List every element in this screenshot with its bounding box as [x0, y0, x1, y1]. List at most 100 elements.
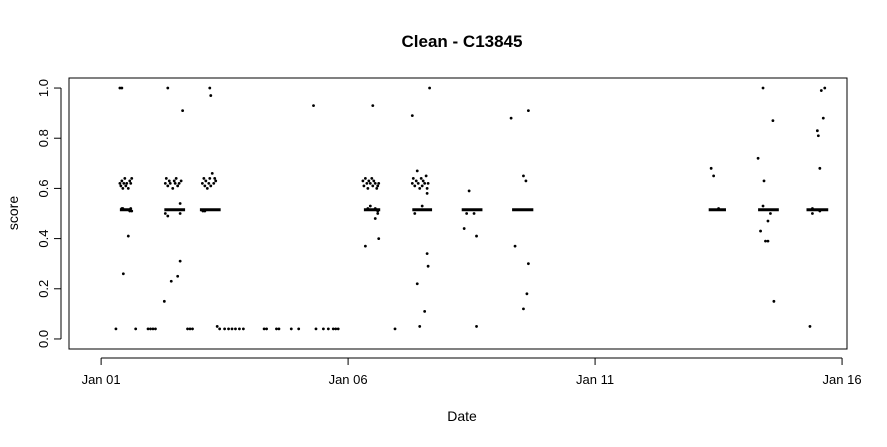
data-point — [426, 264, 430, 268]
data-point — [361, 179, 365, 183]
data-point — [205, 187, 209, 190]
data-point — [411, 176, 415, 180]
data-point — [121, 272, 125, 276]
data-point — [370, 176, 374, 180]
data-point — [421, 179, 425, 183]
data-point — [122, 181, 126, 185]
data-point — [149, 327, 152, 331]
data-point — [227, 327, 230, 331]
data-point — [277, 327, 281, 331]
data-point — [375, 187, 379, 190]
data-point — [312, 104, 315, 108]
data-point — [297, 327, 301, 331]
data-point — [818, 166, 822, 170]
data-point — [368, 204, 372, 208]
data-point — [121, 187, 125, 190]
data-point — [362, 184, 366, 188]
data-point — [314, 327, 318, 331]
data-point — [425, 192, 429, 195]
data-point — [188, 327, 192, 331]
y-axis-label: score — [5, 196, 21, 230]
y-tick-label: 0.4 — [36, 230, 51, 248]
data-point — [426, 181, 430, 185]
data-point — [176, 274, 180, 278]
data-point — [119, 184, 123, 188]
data-point — [373, 207, 377, 210]
data-point — [465, 212, 469, 215]
data-point — [772, 299, 776, 303]
data-point — [208, 86, 212, 90]
data-point — [811, 212, 814, 215]
data-point — [167, 179, 171, 183]
data-point — [764, 239, 767, 243]
data-point — [123, 176, 127, 180]
plot-frame — [68, 77, 848, 350]
data-point — [171, 187, 175, 190]
data-point — [423, 181, 427, 185]
data-point — [162, 299, 166, 303]
y-axis: 0.0 0.2 0.4 0.6 0.8 1.0 — [36, 79, 62, 348]
data-point — [146, 327, 150, 331]
data-point — [522, 307, 525, 311]
data-point — [367, 179, 371, 183]
data-point — [413, 184, 417, 188]
data-point — [756, 156, 760, 160]
data-point — [366, 187, 370, 190]
data-point — [771, 119, 775, 123]
data-point — [368, 181, 372, 185]
data-point — [121, 207, 125, 210]
data-point — [130, 176, 134, 180]
data-point — [424, 174, 428, 178]
data-point — [128, 209, 132, 213]
data-point — [163, 181, 167, 185]
data-point — [526, 109, 530, 113]
data-point — [336, 327, 340, 331]
data-point — [214, 179, 218, 183]
data-point — [129, 207, 133, 210]
data-point — [467, 189, 471, 193]
data-point — [472, 212, 476, 215]
data-point — [203, 184, 207, 188]
data-point — [766, 239, 770, 243]
data-point — [209, 184, 213, 188]
data-point — [289, 327, 293, 331]
y-tick-label: 0.6 — [36, 179, 51, 197]
data-point — [163, 212, 167, 215]
y-tick-label: 1.0 — [36, 79, 51, 97]
data-point — [331, 327, 335, 331]
data-point — [118, 181, 122, 185]
data-point — [130, 209, 134, 213]
data-point — [475, 325, 478, 328]
x-tick-label: Jan 11 — [576, 372, 614, 387]
data-point — [462, 227, 466, 230]
data-point — [208, 176, 212, 180]
data-point — [173, 181, 177, 185]
data-point — [762, 179, 766, 183]
data-point — [808, 325, 812, 328]
data-point — [200, 181, 204, 185]
data-point — [218, 327, 222, 331]
data-point — [126, 234, 130, 238]
data-point — [166, 86, 170, 90]
data-point — [210, 171, 214, 175]
data-point — [201, 209, 205, 213]
data-point — [129, 181, 133, 185]
data-point — [134, 327, 138, 331]
data-point — [526, 262, 530, 266]
data-point — [154, 327, 157, 331]
data-point — [823, 86, 827, 90]
data-point — [410, 114, 414, 118]
data-point — [363, 244, 367, 248]
data-point — [203, 209, 207, 213]
data-point — [371, 104, 375, 108]
data-point — [475, 234, 478, 238]
chart-title: Clean - C13845 — [402, 32, 523, 51]
y-tick-label: 0.8 — [36, 129, 51, 147]
data-point — [509, 116, 513, 120]
data-point — [376, 209, 380, 213]
data-point — [761, 204, 765, 208]
data-point — [212, 181, 216, 185]
data-point — [376, 184, 380, 188]
data-point — [371, 184, 375, 188]
